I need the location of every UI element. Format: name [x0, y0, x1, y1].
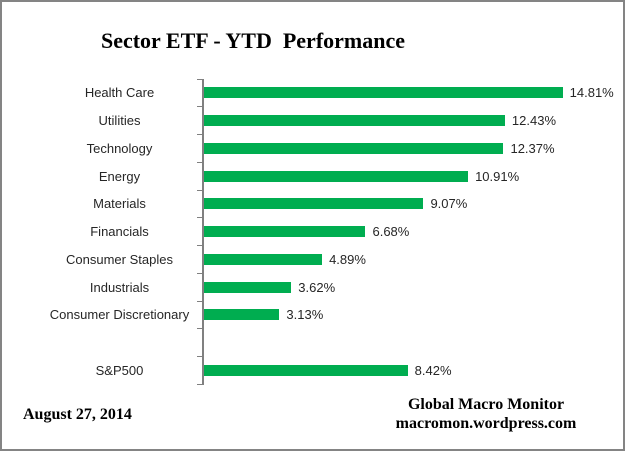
value-label-consumer-staples: 4.89% [329, 251, 366, 267]
category-label-s-p500: S&P500 [95, 362, 144, 378]
value-label-s-p500: 8.42% [414, 362, 452, 378]
axis-tick [197, 106, 202, 108]
axis-tick [197, 217, 202, 219]
bar-consumer-discretionary [203, 309, 280, 321]
axis-tick [197, 189, 202, 191]
bar-s-p500 [203, 364, 408, 376]
category-label-materials: Materials [93, 196, 146, 212]
footer-brand-name: Global Macro Monitor [407, 396, 565, 413]
value-label-technology: 12.37% [510, 140, 555, 156]
category-label-consumer-discretionary: Consumer Discretionary [49, 307, 190, 323]
bar-energy [203, 170, 469, 182]
plot-area: Health Care 14.81% Utilities 12.43% Technolo… [2, 78, 623, 385]
bar-consumer-staples [203, 253, 323, 265]
value-label-utilities: 12.43% [511, 113, 557, 129]
axis-tick [197, 356, 202, 357]
axis-tick [197, 300, 202, 302]
axis-tick [197, 328, 202, 330]
axis-tick [197, 161, 202, 163]
footer-date: August 27, 2014 [23, 406, 132, 423]
value-label-health-care: 14.81% [569, 85, 614, 101]
chart-title: Sector ETF - YTD Performance [100, 28, 406, 53]
value-label-industrials: 3.62% [298, 279, 336, 295]
category-label-financials: Financials [90, 224, 149, 240]
axis-tick [197, 272, 202, 274]
bar-technology [203, 142, 504, 154]
value-label-materials: 9.07% [430, 196, 468, 212]
axis-tick [197, 78, 202, 80]
axis-tick [197, 383, 202, 385]
category-label-health-care: Health Care [84, 85, 155, 101]
category-label-energy: Energy [98, 168, 141, 184]
category-axis-line [202, 79, 204, 385]
footer-brand-url: macromon.wordpress.com [395, 415, 577, 432]
category-label-technology: Technology [86, 140, 153, 156]
bar-materials [203, 198, 424, 210]
value-label-financials: 6.68% [372, 224, 410, 240]
category-label-consumer-staples: Consumer Staples [66, 251, 173, 267]
axis-tick [197, 245, 202, 246]
bar-utilities [203, 115, 505, 127]
category-label-utilities: Utilities [98, 113, 141, 129]
bar-health-care [203, 87, 563, 99]
value-label-energy: 10.91% [475, 168, 520, 184]
value-label-consumer-discretionary: 3.13% [286, 307, 324, 323]
bar-financials [203, 226, 366, 238]
footer-brand: Global Macro Monitor macromon.wordpress.… [376, 395, 596, 433]
axis-tick [197, 134, 202, 135]
category-label-industrials: Industrials [89, 279, 150, 295]
bar-industrials [203, 281, 292, 293]
